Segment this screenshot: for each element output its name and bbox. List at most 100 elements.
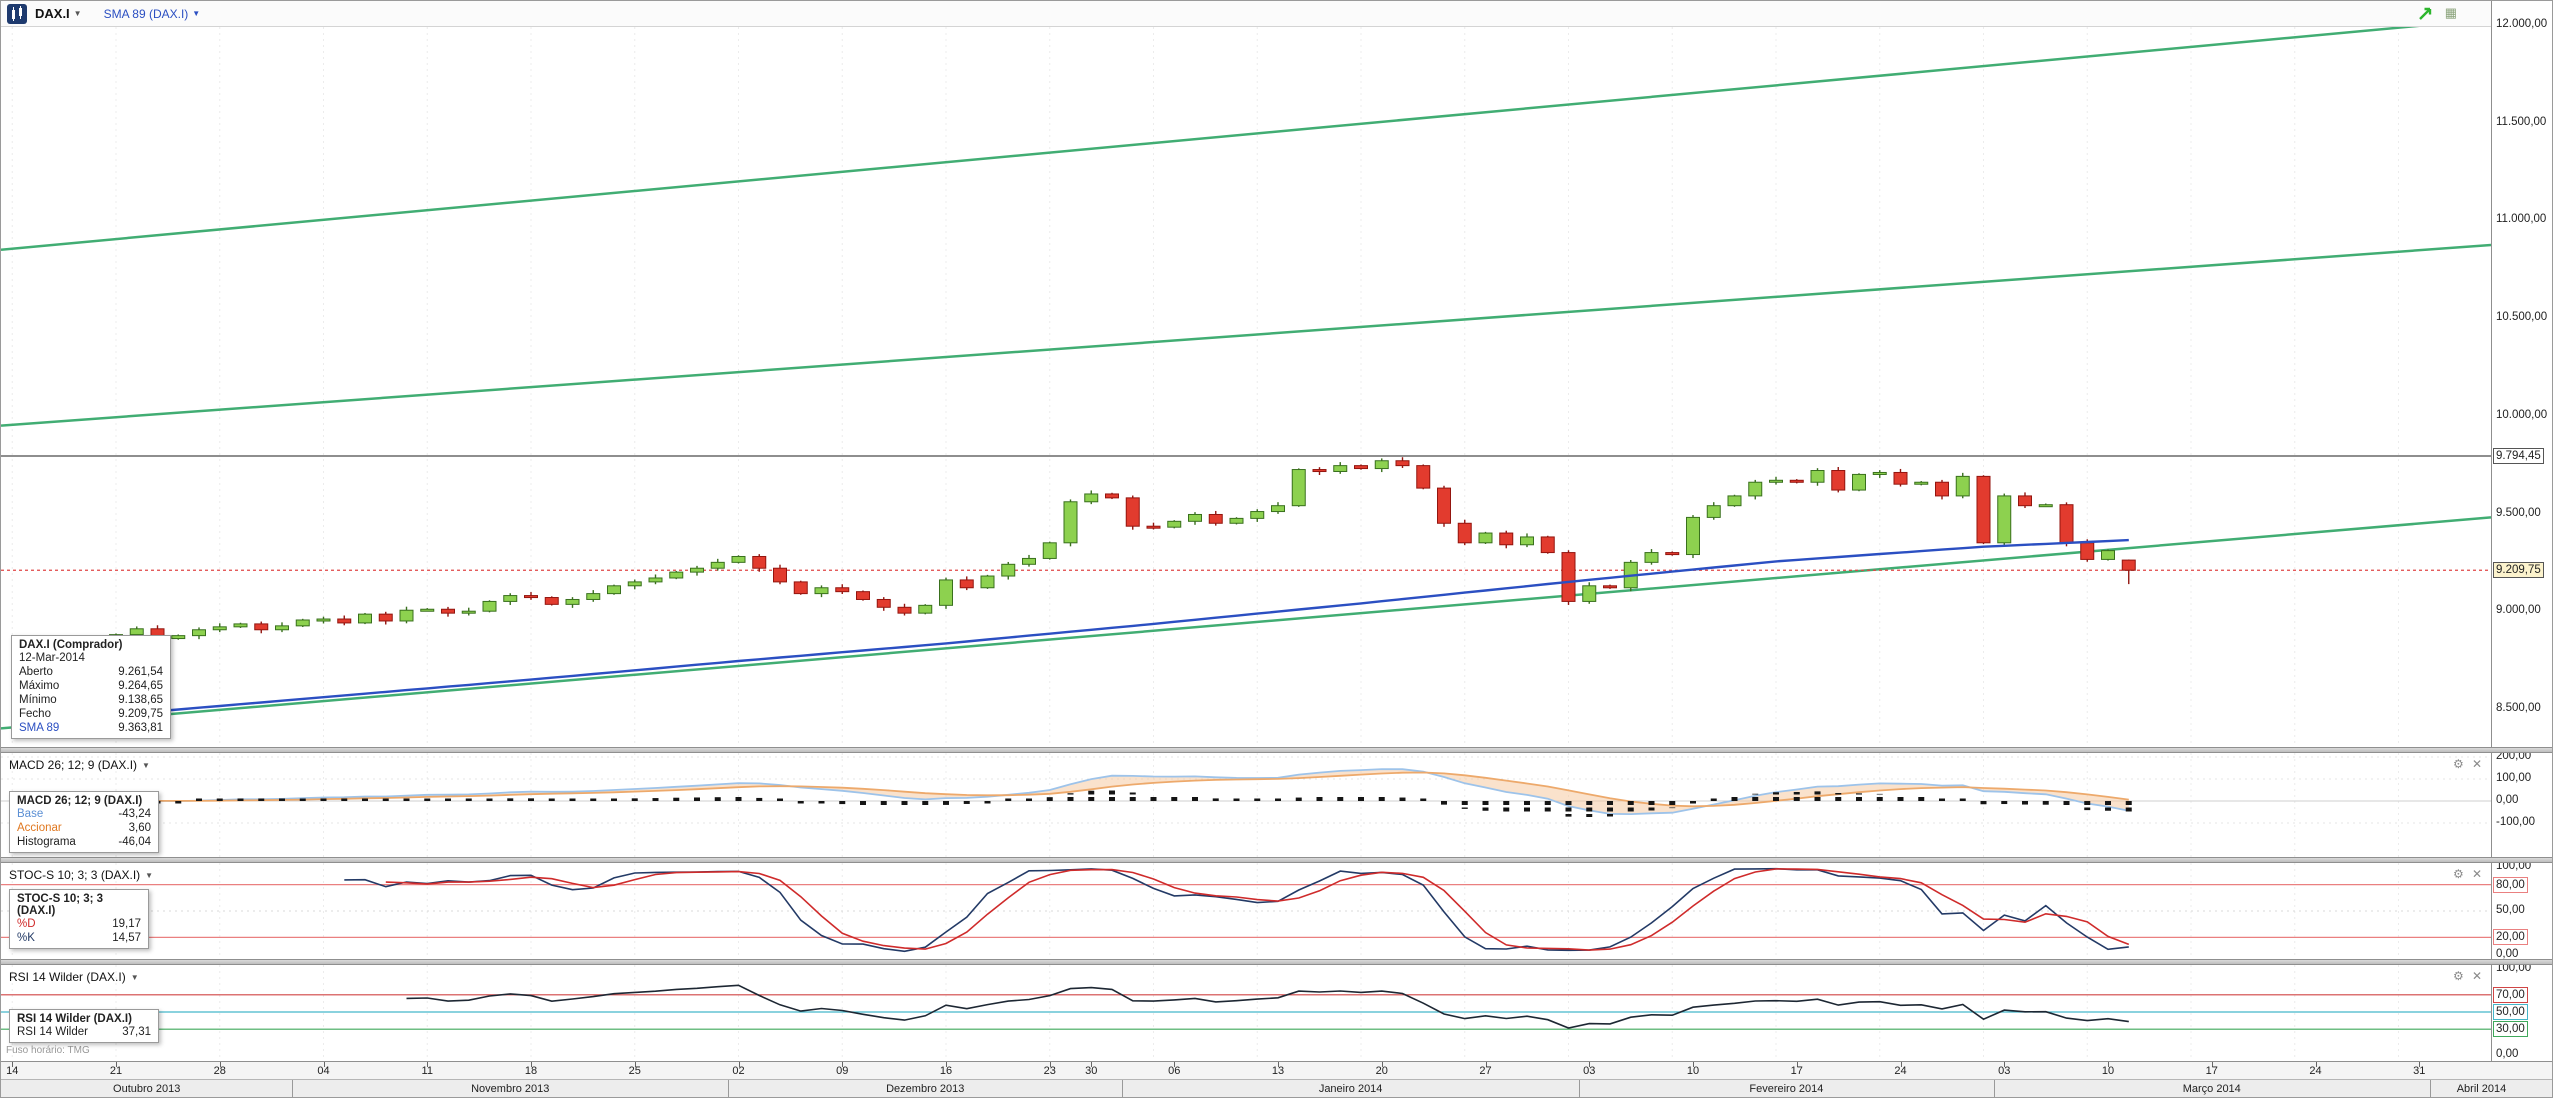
axis-tick-label: 10.000,00 (2496, 408, 2548, 421)
overlay-selector[interactable]: SMA 89 (DAX.I) ▼ (104, 7, 201, 21)
stoch-header-label: STOC-S 10; 3; 3 (DAX.I) (9, 868, 141, 882)
tick-mark (323, 1062, 325, 1067)
tick-mark (2315, 1062, 2317, 1067)
time-axis-day-row: 14 21 28 04 11 18 25 02 09 16 23 30 06 13 20 27 03 10 17 24… (1, 1062, 2552, 1080)
tick-mark (1589, 1062, 1591, 1067)
legend-title: STOC-S 10; 3; 3 (DAX.I) (17, 893, 104, 917)
panel-splitter[interactable] (1, 959, 2552, 965)
legend-title: DAX.I (Comprador) (19, 639, 123, 651)
legend-row-value: 9.363,81 (118, 722, 163, 734)
legend-row-value: 14,57 (112, 932, 141, 944)
axis-tick-label: 10.500,00 (2496, 311, 2548, 324)
tick-mark (2211, 1062, 2213, 1067)
axis-tick-label: 50,00 (2496, 904, 2525, 916)
day-tick-label: 18 (524, 1065, 538, 1077)
axis-tick-label: 100,00 (2496, 772, 2532, 784)
axis-tick-label: 200,00 (2496, 750, 2532, 762)
axis-tick-label: 11.500,00 (2496, 115, 2547, 128)
tick-mark (1485, 1062, 1487, 1067)
day-tick-label: 03 (1583, 1065, 1596, 1077)
legend-row: Máximo 9.264,65 (19, 679, 163, 693)
day-tick-label: 09 (836, 1065, 849, 1077)
timezone-footnote: Fuso horário: TMG (6, 1045, 90, 1056)
legend-row-label: RSI 14 Wilder (17, 1026, 88, 1038)
legend-row-label: Accionar (17, 822, 62, 834)
day-tick-label: 23 (1043, 1065, 1056, 1077)
axis-tick-label: 20,00 (2493, 929, 2528, 946)
tick-mark (116, 1062, 117, 1067)
legend-row-value: 19,17 (112, 918, 141, 930)
day-tick-label: 21 (109, 1065, 123, 1077)
tick-mark (12, 1062, 14, 1067)
day-tick-label: 25 (628, 1065, 641, 1077)
level-price-label: 9.794,45 (2493, 447, 2544, 464)
day-tick-label: 17 (1790, 1065, 1803, 1077)
axis-tick-label: 11.000,00 (2496, 213, 2547, 226)
close-icon[interactable]: ✕ (2472, 969, 2483, 983)
day-tick-label: 30 (1085, 1065, 1098, 1077)
chart-app-icon[interactable] (7, 3, 27, 24)
month-label: Março 2014 (2182, 1083, 2241, 1095)
axis-tick-label: 100,00 (2496, 962, 2532, 974)
chevron-down-icon: ▼ (145, 870, 154, 880)
tick-mark (738, 1062, 740, 1067)
macd-header[interactable]: MACD 26; 12; 9 (DAX.I) ▼ (9, 758, 150, 772)
axis-tick-label: 50,00 (2493, 1004, 2528, 1020)
day-tick-label: 04 (317, 1065, 330, 1077)
chevron-down-icon: ▼ (142, 760, 150, 770)
rsi-header[interactable]: RSI 14 Wilder (DAX.I) ▼ (9, 970, 139, 984)
legend-row-label: Fecho (19, 708, 51, 720)
tick-mark (1796, 1062, 1798, 1067)
month-label: Abril 2014 (2456, 1083, 2507, 1095)
axis-tick-label: 80,00 (2493, 876, 2528, 893)
close-icon[interactable]: ✕ (2472, 757, 2483, 771)
day-tick-label: 31 (2413, 1065, 2426, 1077)
day-tick-label: 28 (213, 1065, 226, 1077)
legend-title: MACD 26; 12; 9 (DAX.I) (17, 795, 143, 807)
rsi-legend: RSI 14 Wilder (DAX.I) RSI 14 Wilder 37,31 (9, 1009, 159, 1043)
tick-mark (1900, 1062, 1902, 1067)
tick-mark (219, 1062, 221, 1067)
tick-mark (842, 1062, 844, 1067)
tick-mark (1381, 1062, 1383, 1067)
panel-splitter[interactable] (1, 857, 2552, 863)
axis-tick-label: 9.500,00 (2496, 506, 2541, 519)
month-label: Novembro 2013 (471, 1083, 550, 1095)
time-axis[interactable]: 14 21 28 04 11 18 25 02 09 16 23 30 06 13 20 27 03 10 17 24… (1, 1061, 2552, 1097)
tick-mark (1091, 1062, 1093, 1067)
ohlc-legend: DAX.I (Comprador) 12-Mar-2014 Aberto 9.26… (11, 635, 171, 739)
legend-row-label: Aberto (19, 666, 53, 678)
panel-splitter[interactable] (1, 747, 2552, 753)
rsi-header-label: RSI 14 Wilder (DAX.I) (9, 970, 126, 984)
time-axis-month-row: Outubro 2013 Novembro 2013 Dezembro 2013 Ja… (1, 1080, 2552, 1097)
gear-icon[interactable]: ⚙ (2453, 757, 2464, 771)
price-axis[interactable]: 12.000,00 11.500,00 11.000,00 10.500,00 10.0… (2491, 1, 2552, 1061)
trend-arrow-icon[interactable] (2417, 4, 2435, 22)
legend-row-label: Base (17, 808, 44, 820)
close-icon[interactable]: ✕ (2472, 867, 2483, 881)
tick-mark (427, 1062, 429, 1067)
panel-grid-icon[interactable]: ▦ (2444, 5, 2457, 20)
day-tick-label: 20 (1375, 1065, 1388, 1077)
month-separator (292, 1080, 294, 1097)
gear-icon[interactable]: ⚙ (2453, 969, 2464, 983)
legend-row: SMA 89 9.363,81 (19, 721, 163, 735)
day-tick-label: 27 (1479, 1065, 1492, 1077)
macd-header-label: MACD 26; 12; 9 (DAX.I) (9, 758, 138, 772)
axis-tick-label: -100,00 (2496, 816, 2536, 828)
chevron-down-icon: ▼ (73, 9, 82, 18)
stoch-header[interactable]: STOC-S 10; 3; 3 (DAX.I) ▼ (9, 868, 153, 882)
gear-icon[interactable]: ⚙ (2453, 867, 2464, 881)
instrument-selector[interactable]: DAX.I ▼ (35, 6, 82, 21)
legend-row-label: Histograma (17, 836, 76, 848)
axis-tick-label: 0,00 (2496, 948, 2519, 960)
day-tick-label: 06 (1168, 1065, 1181, 1077)
tick-mark (1174, 1062, 1176, 1067)
month-separator (2429, 1080, 2431, 1097)
month-label: Dezembro 2013 (886, 1083, 965, 1095)
tick-mark (1693, 1062, 1694, 1067)
legend-row-value: -43,24 (118, 808, 151, 820)
tick-mark (634, 1062, 636, 1067)
